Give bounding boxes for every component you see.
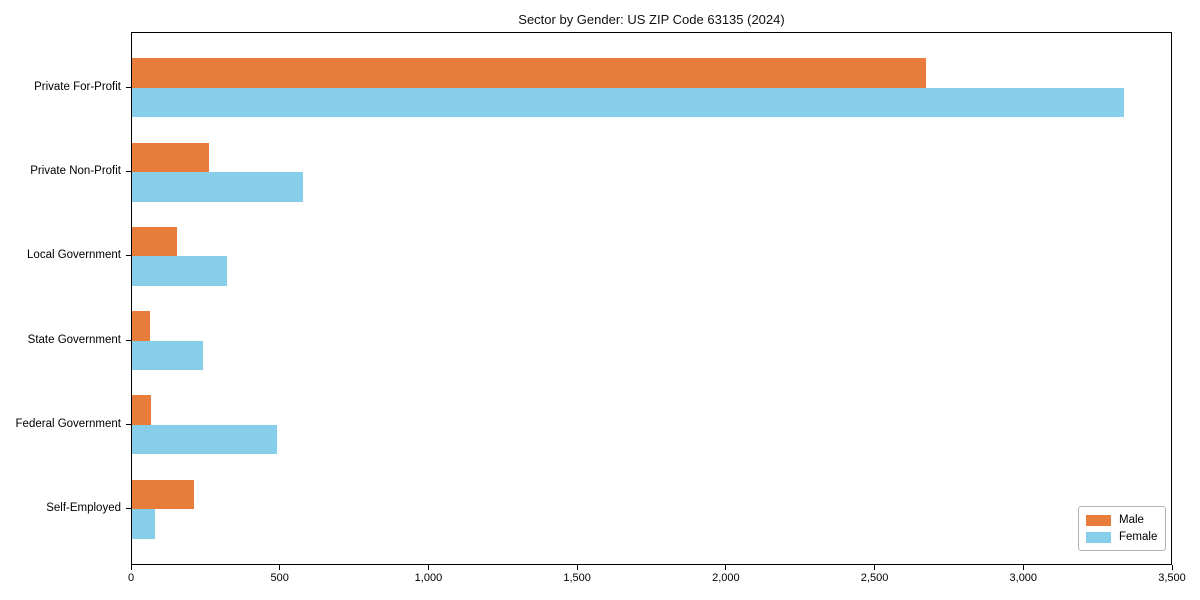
bar-female-3	[132, 340, 203, 371]
female-swatch	[1086, 531, 1111, 543]
bar-male-5	[132, 479, 194, 510]
y-tick-4	[126, 423, 131, 425]
x-tick-2	[427, 565, 429, 570]
x-tick-label: 0	[127, 572, 135, 584]
x-tick-1	[279, 565, 281, 570]
y-category-label: State Government	[27, 333, 121, 346]
y-tick-1	[126, 171, 131, 173]
x-tick-label: 3,000	[1009, 572, 1038, 584]
legend-label-female: Female	[1119, 531, 1158, 543]
y-tick-5	[126, 508, 131, 510]
x-tick-label: 3,500	[1158, 572, 1186, 584]
x-tick-label: 500	[270, 572, 289, 584]
y-category-label: Private Non-Profit	[30, 165, 121, 178]
bar-female-4	[132, 424, 277, 455]
y-tick-0	[126, 86, 131, 88]
legend: Male Female	[1078, 506, 1166, 551]
x-tick-label: 1,000	[414, 572, 443, 584]
x-tick-7	[1171, 565, 1173, 570]
y-category-label: Private For-Profit	[34, 80, 121, 93]
y-category-label: Self-Employed	[46, 502, 121, 515]
male-swatch	[1086, 514, 1111, 526]
x-tick-label: 2,000	[712, 572, 740, 584]
chart-title: Sector by Gender: US ZIP Code 63135 (202…	[518, 12, 785, 27]
x-tick-3	[576, 565, 578, 570]
y-tick-2	[126, 255, 131, 257]
bar-male-0	[132, 58, 927, 88]
legend-item-male: Male	[1086, 514, 1158, 526]
x-tick-label: 2,500	[860, 572, 889, 584]
bar-male-4	[132, 395, 152, 425]
y-category-label: Local Government	[27, 249, 121, 262]
x-tick-6	[1022, 565, 1024, 570]
bar-male-1	[132, 142, 210, 173]
bar-female-0	[132, 87, 1124, 118]
bar-female-2	[132, 256, 228, 286]
plot-area	[131, 32, 1172, 565]
x-tick-5	[874, 565, 876, 570]
x-tick-label: 1,500	[563, 572, 591, 584]
bar-female-1	[132, 172, 304, 202]
legend-item-female: Female	[1086, 531, 1158, 543]
bar-male-3	[132, 311, 151, 341]
legend-label-male: Male	[1119, 514, 1144, 526]
x-tick-0	[130, 565, 132, 570]
x-tick-4	[725, 565, 727, 570]
y-tick-3	[126, 339, 131, 341]
bar-male-2	[132, 226, 177, 257]
bar-female-5	[132, 509, 156, 539]
y-category-label: Federal Government	[15, 417, 121, 430]
